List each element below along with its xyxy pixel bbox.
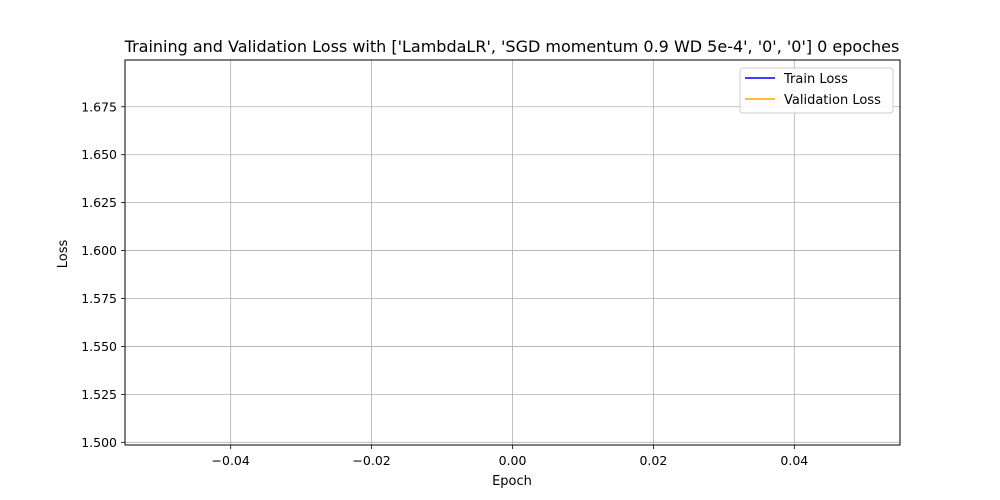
x-tick-label: 0.04 [780, 453, 808, 468]
x-tick-label: 0.00 [499, 453, 527, 468]
x-axis-ticks: −0.04 −0.02 0.00 0.02 0.04 [212, 445, 808, 468]
y-tick-label: 1.550 [81, 339, 117, 354]
x-tick-label: 0.02 [639, 453, 667, 468]
y-tick-label: 1.500 [81, 435, 117, 450]
y-tick-label: 1.525 [81, 387, 117, 402]
x-tick-label: −0.02 [352, 453, 390, 468]
grid-lines [125, 60, 900, 445]
y-tick-label: 1.675 [81, 99, 117, 114]
y-tick-label: 1.625 [81, 195, 117, 210]
y-axis-ticks: 1.500 1.525 1.550 1.575 1.600 1.625 1.650 1.675 [81, 99, 125, 450]
y-tick-label: 1.600 [81, 243, 117, 258]
x-axis-label: Epoch [492, 474, 532, 489]
legend-label-train-loss: Train Loss [783, 72, 848, 87]
legend-label-validation-loss: Validation Loss [784, 93, 881, 108]
legend: Train Loss Validation Loss [739, 67, 894, 114]
y-tick-label: 1.650 [81, 147, 117, 162]
x-tick-label: −0.04 [212, 453, 250, 468]
y-tick-label: 1.575 [81, 291, 117, 306]
y-axis-label: Loss [56, 240, 71, 269]
chart-title: Training and Validation Loss with ['Lamb… [124, 37, 900, 56]
legend-box [739, 67, 894, 114]
